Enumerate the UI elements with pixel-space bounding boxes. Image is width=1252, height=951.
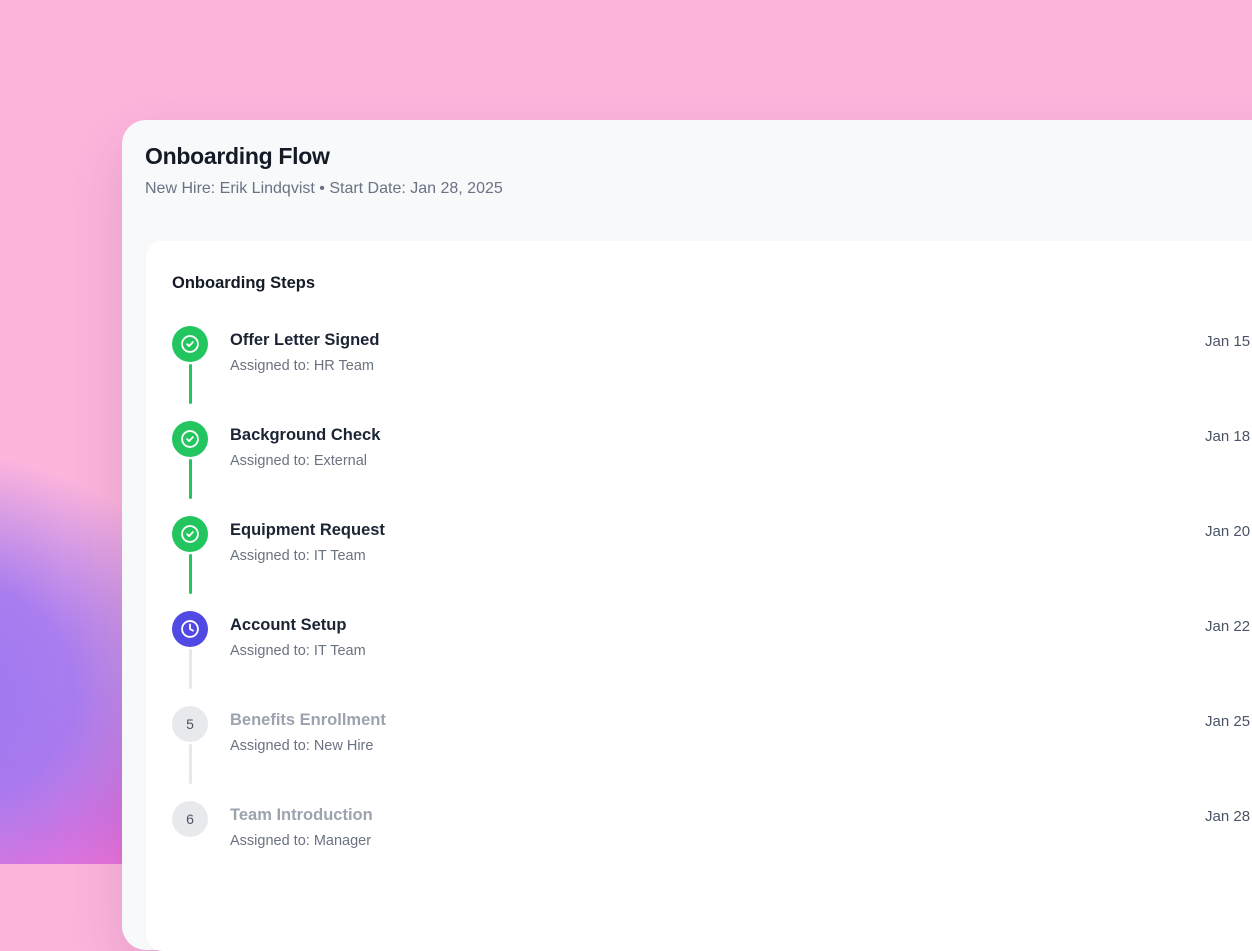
onboarding-flow-card: Onboarding Flow New Hire: Erik Lindqvist… [122, 120, 1252, 951]
step-status-badge [172, 421, 208, 457]
step-connector [188, 649, 192, 689]
step-title: Equipment Request [230, 521, 385, 539]
steps-heading: Onboarding Steps [172, 274, 316, 292]
step-info: Team Introduction Assigned to: Manager [230, 801, 373, 850]
step-assignee: Assigned to: External [230, 453, 368, 469]
step-date: Jan 25 [1205, 713, 1251, 730]
step-row[interactable]: 6 Team Introduction Assigned to: Manager… [172, 801, 1252, 896]
step-row[interactable]: Equipment Request Assigned to: IT Team J… [172, 516, 1252, 611]
step-status-badge: 5 [172, 706, 208, 742]
step-date: Jan 20 [1205, 523, 1251, 540]
step-status-badge [172, 326, 208, 362]
step-connector [188, 744, 192, 784]
step-connector [188, 554, 192, 594]
step-info: Background Check Assigned to: External [230, 421, 380, 470]
step-assignee: Assigned to: IT Team [230, 643, 366, 659]
step-info: Offer Letter Signed Assigned to: HR Team [230, 326, 379, 375]
step-date: Jan 22 [1205, 618, 1251, 635]
step-assignee: Assigned to: New Hire [230, 738, 374, 754]
step-title: Background Check [230, 426, 381, 444]
step-title: Benefits Enrollment [230, 711, 386, 729]
step-status-badge: 6 [172, 801, 208, 837]
step-row[interactable]: Offer Letter Signed Assigned to: HR Team… [172, 326, 1252, 421]
step-info: Benefits Enrollment Assigned to: New Hir… [230, 706, 386, 755]
check-circle-icon [181, 430, 199, 448]
clock-icon [181, 620, 199, 638]
step-assignee: Assigned to: Manager [230, 833, 372, 849]
check-circle-icon [181, 525, 199, 543]
step-row[interactable]: 5 Benefits Enrollment Assigned to: New H… [172, 706, 1252, 801]
step-status-badge [172, 611, 208, 647]
step-connector [188, 459, 192, 499]
page-title: Onboarding Flow [145, 143, 330, 169]
steps-card: Onboarding Steps Offer Letter Signed Ass… [146, 241, 1252, 951]
step-date: Jan 28 [1205, 808, 1251, 825]
step-assignee: Assigned to: IT Team [230, 548, 366, 564]
check-circle-icon [181, 335, 199, 353]
step-title: Offer Letter Signed [230, 331, 380, 349]
step-assignee: Assigned to: HR Team [230, 358, 374, 374]
step-title: Account Setup [230, 616, 347, 634]
step-date: Jan 15 [1205, 333, 1251, 350]
step-title: Team Introduction [230, 806, 373, 824]
step-row[interactable]: Background Check Assigned to: External J… [172, 421, 1252, 516]
steps-list: Offer Letter Signed Assigned to: HR Team… [172, 326, 1252, 896]
step-row[interactable]: Account Setup Assigned to: IT Team Jan 2… [172, 611, 1252, 706]
step-info: Equipment Request Assigned to: IT Team [230, 516, 385, 565]
page-subtitle: New Hire: Erik Lindqvist • Start Date: J… [145, 180, 503, 197]
step-info: Account Setup Assigned to: IT Team [230, 611, 366, 660]
step-status-badge [172, 516, 208, 552]
step-connector [188, 364, 192, 404]
step-date: Jan 18 [1205, 428, 1251, 445]
